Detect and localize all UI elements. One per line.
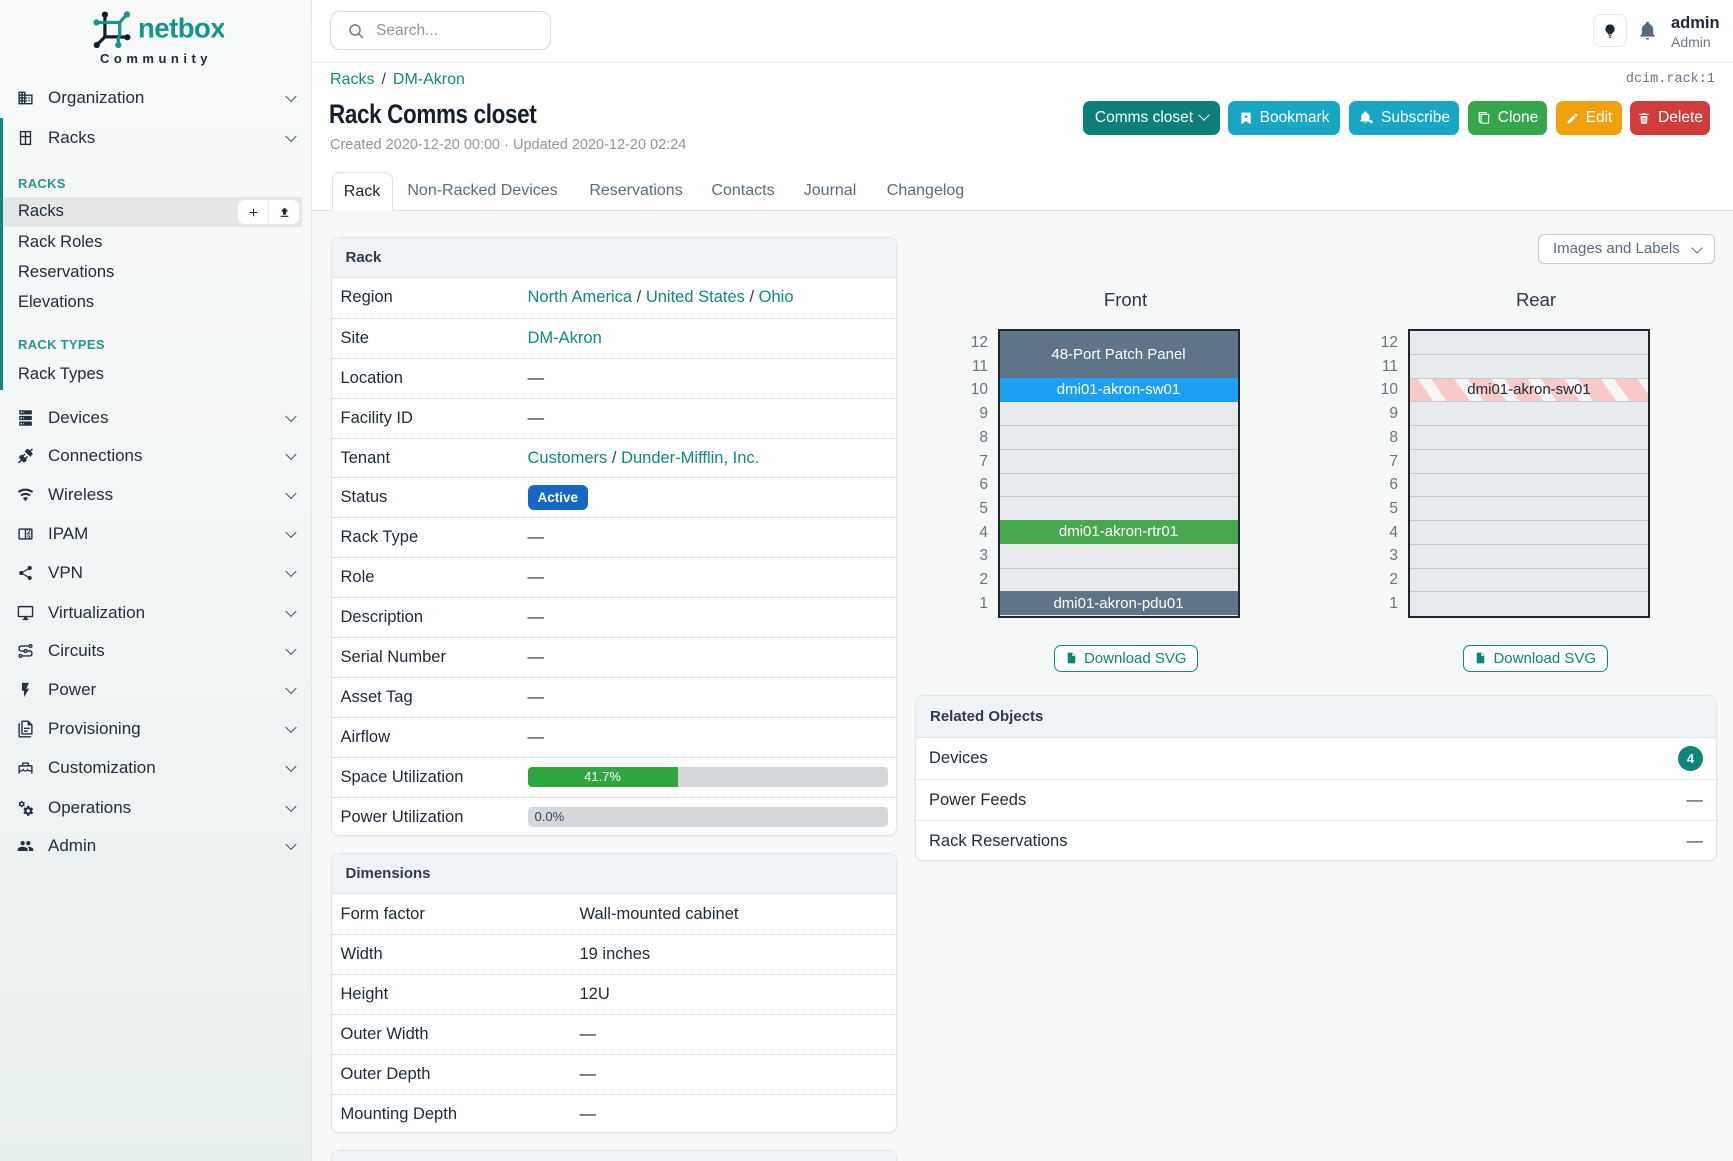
svg-text:netbox: netbox	[138, 13, 224, 44]
